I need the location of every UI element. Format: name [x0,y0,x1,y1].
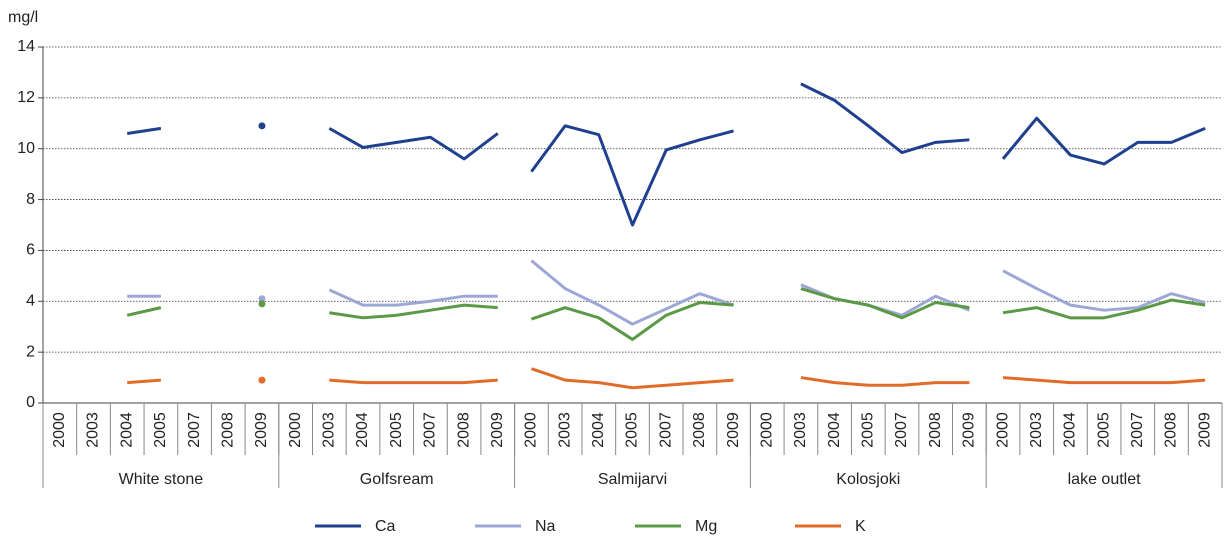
x-tick-label: 2004 [826,412,843,448]
x-tick-label: 2003 [792,412,809,448]
x-tick-label: 2007 [422,412,439,448]
x-tick-label: 2004 [118,412,135,448]
series-line [1001,116,1206,166]
x-tick-label: 2000 [287,412,304,448]
x-tick-label: 2008 [455,412,472,448]
y-tick-label: 2 [26,343,35,360]
x-tick-label: 2008 [1163,412,1180,448]
group-label: Salmijarvi [598,471,667,488]
group-label: White stone [119,471,204,488]
legend-label: Mg [695,518,717,535]
x-tick-label: 2007 [657,412,674,448]
point [258,300,266,308]
x-tick-label: 2005 [152,412,169,448]
series-line [329,378,498,385]
x-tick-label: 2005 [1095,412,1112,448]
series-line [800,376,970,387]
series-line [127,378,162,385]
x-tick-label: 2003 [556,412,573,448]
x-tick-label: 2005 [624,412,641,448]
series-line [1002,376,1206,385]
x-tick-label: 2009 [961,412,978,448]
y-tick-label: 10 [17,140,35,157]
x-tick-label: 2009 [253,412,270,448]
series-line [800,82,970,155]
legend-label: K [855,518,866,535]
y-tick-label: 6 [26,242,35,259]
x-tick-label: 2003 [1028,412,1045,448]
series-line [530,259,735,326]
y-axis-label: mg/l [8,9,38,26]
x-tick-label: 2000 [758,412,775,448]
x-tick-label: 2008 [691,412,708,448]
group-label: Golfsream [360,471,434,488]
y-tick-label: 14 [17,38,35,55]
series-line [1002,298,1206,320]
y-tick-label: 0 [26,394,35,411]
series-line [800,287,970,320]
y-tick-label: 4 [26,293,35,310]
y-tick-label: 12 [17,89,35,106]
series-line [126,306,162,317]
series-line [1002,269,1206,312]
x-tick-label: 2000 [523,412,540,448]
x-tick-label: 2005 [388,412,405,448]
legend-label: Ca [375,518,396,535]
y-tick-label: 8 [26,191,35,208]
x-tick-label: 2007 [893,412,910,448]
x-tick-label: 2009 [1196,412,1213,448]
series-line [530,301,734,341]
series-line [530,124,734,227]
x-tick-label: 2008 [927,412,944,448]
x-tick-label: 2007 [1129,412,1146,448]
group-label: lake outlet [1068,471,1141,488]
series-line [328,288,498,307]
x-tick-label: 2000 [994,412,1011,448]
x-tick-label: 2008 [219,412,236,448]
point [258,295,266,303]
x-tick-label: 2009 [725,412,742,448]
series-line [329,303,498,320]
x-tick-label: 2004 [1062,412,1079,448]
x-tick-label: 2009 [489,412,506,448]
point [258,122,266,130]
point [258,376,266,384]
x-tick-label: 2007 [186,412,203,448]
x-tick-label: 2003 [85,412,102,448]
x-tick-label: 2003 [321,412,338,448]
series-line [126,126,162,135]
x-tick-label: 2005 [860,412,877,448]
series-line [328,127,499,161]
group-label: Kolosjoki [836,471,900,488]
legend-label: Na [535,518,556,535]
x-tick-label: 2004 [354,412,371,448]
series-line [530,367,734,390]
x-tick-label: 2000 [51,412,68,448]
x-tick-label: 2004 [590,412,607,448]
